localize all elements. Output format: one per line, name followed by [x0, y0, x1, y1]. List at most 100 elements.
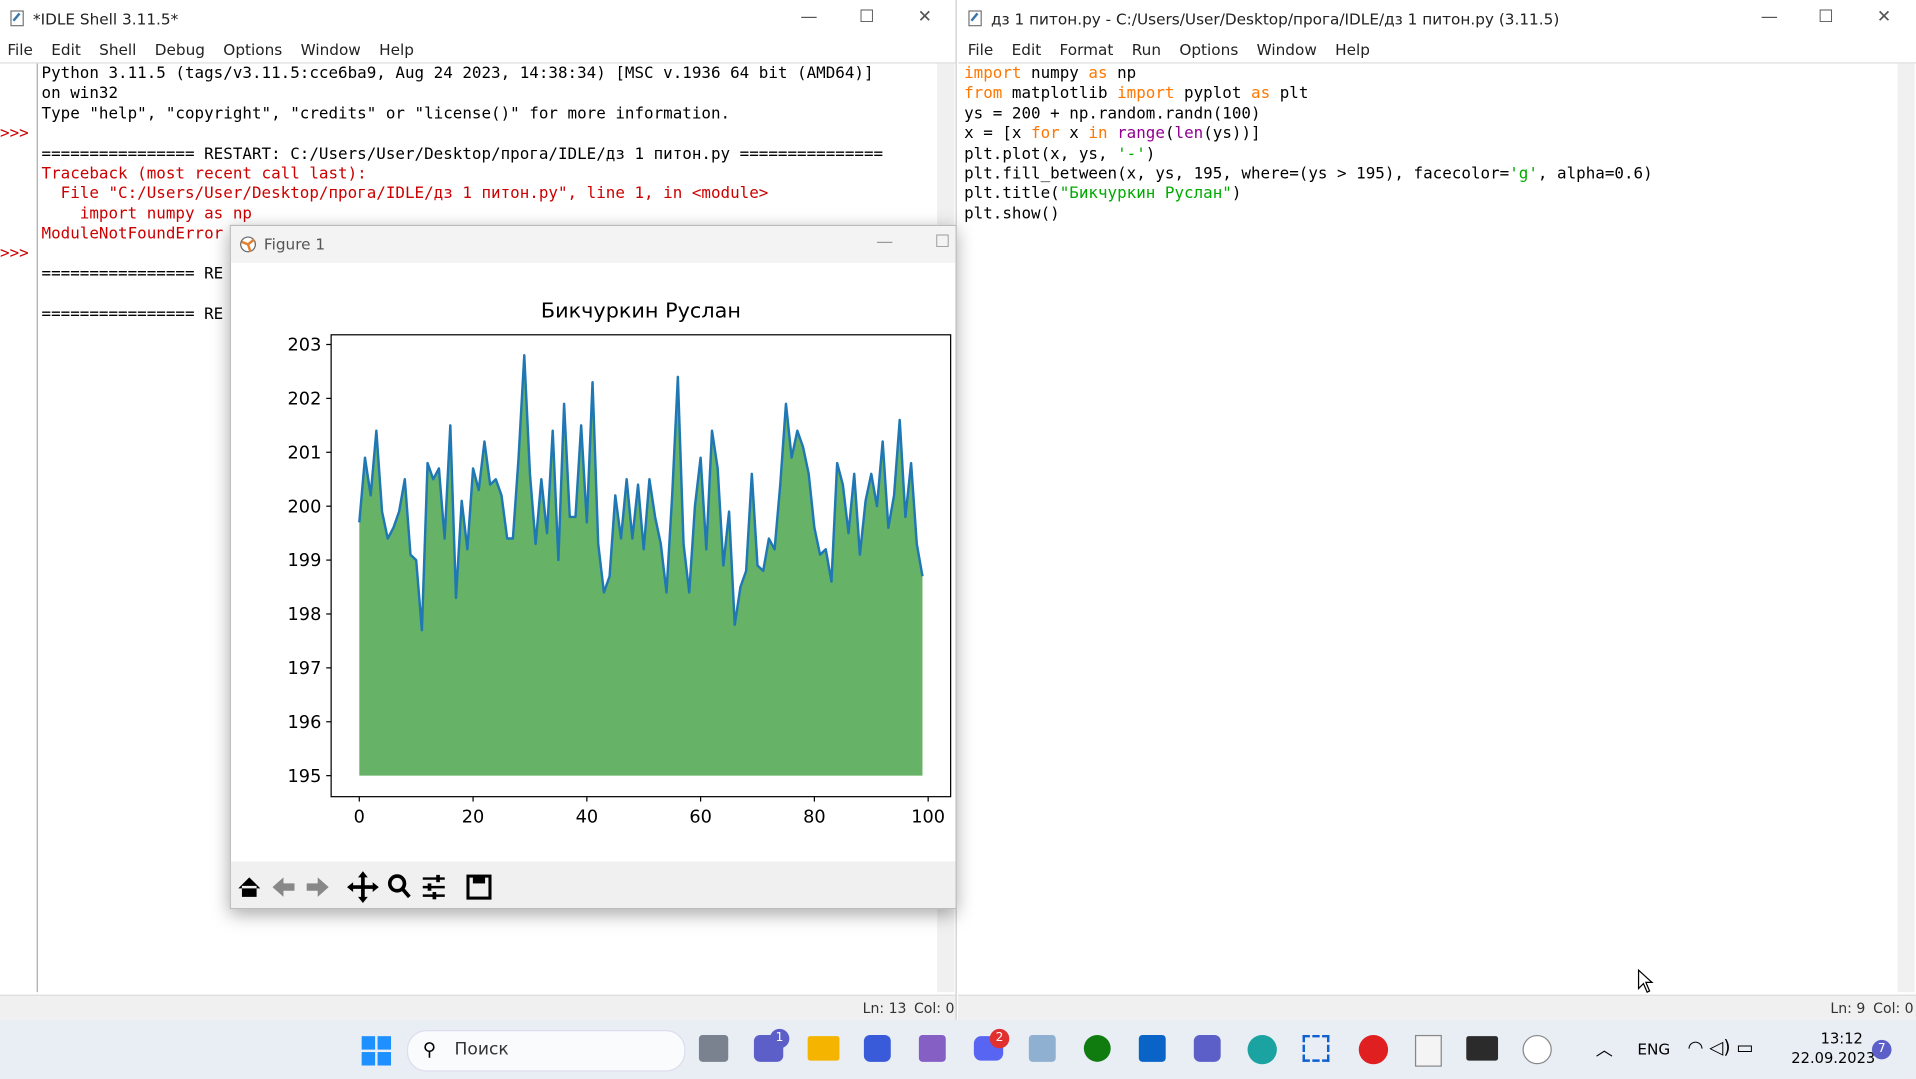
clock-time: 13:12 — [1820, 1030, 1863, 1048]
back-button[interactable] — [272, 877, 295, 897]
x-tick-label: 40 — [576, 807, 599, 827]
code-token: (ys))] — [1203, 124, 1261, 144]
idle-icon — [10, 10, 24, 27]
toolbar-icons — [238, 871, 492, 903]
maximize[interactable]: ☐ — [934, 232, 951, 252]
minimize[interactable]: — — [876, 232, 894, 252]
menu-item[interactable]: Options — [1179, 40, 1239, 59]
idle-icon — [968, 10, 982, 27]
menu-item[interactable]: Debug — [154, 40, 205, 59]
x-tick-label: 20 — [462, 807, 485, 827]
status-bar: Ln: 13 Col: 0 — [0, 994, 956, 1022]
xbox[interactable] — [1083, 1034, 1111, 1062]
menu-item[interactable]: Run — [1131, 40, 1162, 59]
search-icon: ⚲ — [422, 1038, 437, 1061]
maximize[interactable]: ☐ — [1818, 7, 1834, 27]
matplotlib-taskbar[interactable] — [1522, 1034, 1552, 1065]
home-button[interactable] — [238, 877, 261, 897]
tray-icons[interactable]: ◠ ◁) ▭ — [1687, 1036, 1754, 1059]
code-token: 'g' — [1509, 164, 1538, 184]
y-tick-label: 199 — [288, 551, 322, 571]
menu-item[interactable]: Edit — [51, 40, 81, 59]
configure-button[interactable] — [422, 874, 445, 900]
figure-window: Figure 1 — ☐ Бикчуркин Руслан 195 196 197 19… — [229, 224, 957, 910]
minimize[interactable]: — — [1760, 7, 1778, 27]
code-line: ys = 200 + np.random.randn(100) — [964, 105, 1653, 125]
scrollbar[interactable] — [1897, 63, 1915, 993]
code-token: plt.title( — [964, 185, 1060, 204]
code-token: np — [1107, 64, 1137, 84]
prompt: >>> — [0, 244, 29, 263]
menu-item[interactable]: Format — [1059, 40, 1114, 59]
save-button[interactable] — [466, 874, 492, 900]
snipping-tool[interactable] — [1302, 1034, 1330, 1062]
banner-line: Python 3.11.5 (tags/v3.11.5:cce6ba9, Aug… — [41, 64, 874, 84]
code-token: "Бикчуркин Руслан" — [1059, 185, 1232, 204]
clock-date: 22.09.2023 — [1791, 1049, 1876, 1067]
idle-taskbar[interactable] — [1414, 1034, 1442, 1067]
restart-line: ================ RE — [41, 305, 224, 324]
code-token: ys = 200 + np.random.randn(100) — [964, 104, 1261, 124]
menu-item[interactable]: Help — [379, 40, 414, 59]
search-box[interactable]: ⚲ Поиск — [406, 1030, 686, 1072]
app-icon[interactable] — [863, 1034, 891, 1062]
close[interactable]: ✕ — [917, 7, 932, 27]
mouse-cursor — [1637, 968, 1654, 994]
column-number: Col: 0 — [913, 999, 955, 1017]
menu-item[interactable]: Help — [1335, 40, 1370, 59]
menu-item[interactable]: File — [7, 40, 33, 59]
menu-item[interactable]: Shell — [99, 40, 137, 59]
window-title: *IDLE Shell 3.11.5* — [32, 9, 179, 29]
editor-titlebar: дз 1 питон.py - C:/Users/User/Desktop/пр… — [958, 0, 1916, 38]
app-icon[interactable] — [1028, 1034, 1056, 1062]
gutter-line — [36, 63, 38, 993]
close[interactable]: ✕ — [1876, 7, 1892, 27]
code-token: in — [1088, 124, 1108, 144]
code-line: x = [x for x in range(len(ys))] — [964, 125, 1653, 145]
yandex[interactable] — [1358, 1034, 1389, 1065]
forward-button[interactable] — [306, 877, 329, 897]
edge[interactable] — [1247, 1034, 1277, 1065]
y-tick-label: 200 — [288, 497, 322, 517]
language[interactable]: ENG — [1637, 1039, 1671, 1059]
window-title: дз 1 питон.py - C:/Users/User/Desktop/пр… — [990, 9, 1560, 29]
code-token: x — [1059, 124, 1089, 144]
menu-item[interactable]: Options — [223, 40, 283, 59]
task-view[interactable] — [698, 1034, 729, 1062]
shell-output: Python 3.11.5 (tags/v3.11.5:cce6ba9, Aug… — [42, 65, 884, 326]
separator — [0, 62, 956, 64]
code-token: pyplot — [1174, 84, 1252, 104]
menu-item[interactable]: Window — [1256, 40, 1317, 59]
code-token: plt.fill_between(x, ys, 195, where=(ys >… — [964, 164, 1510, 184]
menu-bar: File Edit Format Run Options Window Help — [968, 40, 1389, 58]
tray-expand[interactable]: ︿ — [1595, 1041, 1613, 1061]
visual-studio[interactable] — [918, 1034, 946, 1062]
menu-item[interactable]: Window — [300, 40, 361, 59]
teams[interactable] — [1193, 1034, 1221, 1062]
pan-button[interactable] — [347, 871, 379, 903]
spacer — [42, 125, 884, 145]
y-tick-label: 202 — [288, 390, 322, 410]
code-token: ) — [1145, 144, 1156, 164]
maximize[interactable]: ☐ — [858, 7, 875, 27]
terminal[interactable] — [1466, 1036, 1499, 1061]
traceback-line: Traceback (most recent call last): — [41, 164, 367, 184]
minimize[interactable]: — — [800, 7, 818, 27]
notification-badge[interactable]: 7 — [1871, 1039, 1892, 1060]
code-line: plt.fill_between(x, ys, 195, where=(ys >… — [964, 165, 1653, 185]
taskbar: ⚲ Поиск 1 2 ︿ ENG ◠ ◁) ▭ 13:12 22.09.202… — [0, 1020, 1916, 1079]
traceback-line: ModuleNotFoundError — [41, 225, 224, 244]
zoom-button[interactable] — [387, 874, 411, 899]
code-area[interactable]: import numpy as np from matplotlib import… — [964, 65, 1653, 225]
y-tick-label: 195 — [288, 767, 322, 787]
column-number: Col: 0 — [1873, 999, 1914, 1017]
outlook[interactable] — [1138, 1034, 1166, 1062]
menu-item[interactable]: File — [967, 40, 994, 59]
file-explorer[interactable] — [807, 1036, 840, 1061]
code-token: from — [964, 84, 1003, 104]
code-token: plt.show() — [964, 205, 1060, 224]
menu-item[interactable]: Edit — [1011, 40, 1042, 59]
code-token: '-' — [1117, 144, 1146, 164]
start-button[interactable] — [360, 1035, 392, 1067]
